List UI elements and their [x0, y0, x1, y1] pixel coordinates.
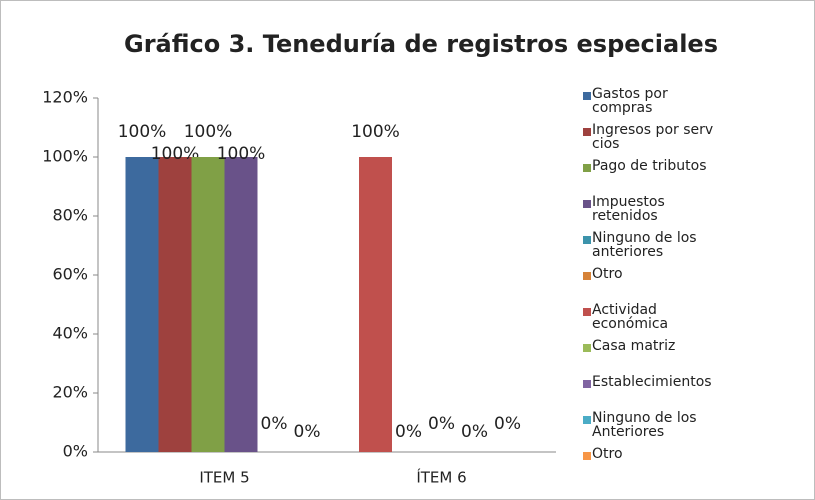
y-tick-label: 100%	[42, 147, 88, 166]
x-tick-label: ITEM 5	[199, 469, 249, 487]
data-label: 100%	[217, 144, 266, 164]
legend-item: Casa matriz	[583, 339, 743, 375]
data-label: 100%	[151, 144, 200, 164]
y-tick-label: 120%	[42, 88, 88, 107]
legend-swatch	[583, 128, 591, 136]
legend-item: Otro	[583, 447, 743, 483]
legend-label: Gastos por compras	[592, 86, 668, 116]
legend-item: Ninguno de los anteriores	[583, 231, 743, 267]
legend-swatch	[583, 236, 591, 244]
legend-label: Ninguno de los Anteriores	[592, 410, 697, 440]
legend-swatch	[583, 380, 591, 388]
legend-label: Ingresos por serv cios	[592, 122, 714, 152]
legend-item: Gastos por compras	[583, 87, 743, 123]
y-tick-label: 60%	[52, 265, 88, 284]
data-label: 0%	[395, 422, 422, 442]
legend-swatch	[583, 416, 591, 424]
data-label: 0%	[428, 414, 455, 434]
legend-swatch	[583, 272, 591, 280]
legend-label: Establecimientos	[592, 374, 712, 390]
bar	[158, 157, 192, 452]
legend-item: Establecimientos	[583, 375, 743, 411]
legend-item: Actividad económica	[583, 303, 743, 339]
legend-label: Pago de tributos	[592, 158, 707, 174]
data-label: 100%	[351, 122, 400, 142]
data-label: 0%	[461, 422, 488, 442]
legend-label: Casa matriz	[592, 338, 676, 354]
chart-title: Gráfico 3. Teneduría de registros especi…	[124, 30, 718, 58]
legend-swatch	[583, 308, 591, 316]
legend-item: Pago de tributos	[583, 159, 743, 195]
y-tick-label: 40%	[52, 324, 88, 343]
legend-label: Impuestos retenidos	[592, 194, 665, 224]
legend-label: Actividad económica	[592, 302, 669, 332]
data-label: 100%	[118, 122, 167, 142]
legend-label: Otro	[592, 446, 623, 462]
legend-swatch	[583, 344, 591, 352]
legend-swatch	[583, 164, 591, 172]
legend-item: Impuestos retenidos	[583, 195, 743, 231]
y-tick-label: 80%	[52, 206, 88, 225]
data-label: 0%	[261, 414, 288, 434]
legend: Gastos por compras Ingresos por serv cios…	[583, 87, 743, 483]
data-label: 0%	[294, 422, 321, 442]
data-label: 0%	[494, 414, 521, 434]
bar	[224, 157, 258, 452]
legend-label: Otro	[592, 266, 623, 282]
x-tick-label: ÍTEM 6	[416, 468, 466, 487]
legend-swatch	[583, 92, 591, 100]
legend-item: Ninguno de los Anteriores	[583, 411, 743, 447]
bar	[191, 157, 225, 452]
legend-swatch	[583, 200, 591, 208]
y-tick-label: 20%	[52, 383, 88, 402]
bar	[359, 157, 392, 452]
bar	[125, 157, 159, 452]
legend-label: Ninguno de los anteriores	[592, 230, 697, 260]
y-tick-label: 0%	[63, 442, 88, 461]
legend-item: Otro	[583, 267, 743, 303]
legend-item: Ingresos por serv cios	[583, 123, 743, 159]
legend-swatch	[583, 452, 591, 460]
data-label: 100%	[184, 122, 233, 142]
